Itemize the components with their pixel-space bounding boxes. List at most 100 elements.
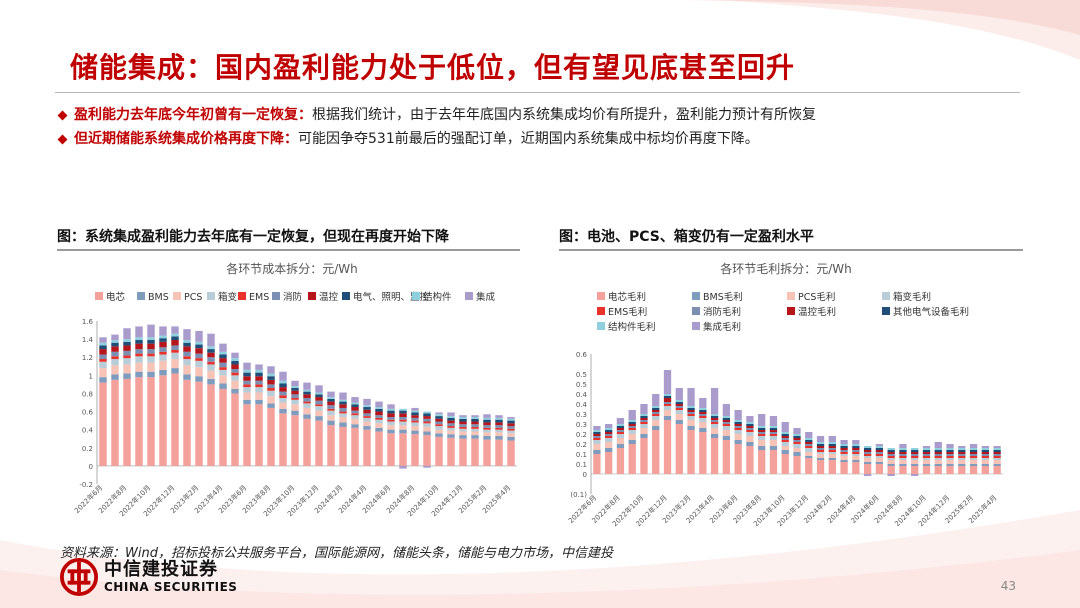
- bar-segment: [875, 454, 884, 456]
- bar-segment: [793, 434, 801, 436]
- bar-segment: [459, 415, 467, 417]
- bar-segment: [628, 422, 636, 424]
- y-tick-label: 0.1: [576, 461, 587, 469]
- bar-segment: [769, 450, 778, 474]
- bar-segment: [699, 408, 707, 410]
- bar-segment: [147, 349, 155, 354]
- bar-segment: [219, 367, 227, 370]
- legend-swatch: [597, 307, 605, 315]
- bar-segment: [99, 368, 107, 378]
- bar-segment: [958, 464, 966, 466]
- bar-segment: [605, 452, 613, 474]
- bar-segment: [231, 360, 239, 365]
- bar-segment: [219, 351, 227, 355]
- bar-segment: [593, 432, 601, 434]
- legend-swatch: [238, 292, 246, 300]
- bar-segment: [495, 432, 503, 437]
- bar-segment: [135, 340, 143, 344]
- bar-segment: [911, 466, 919, 474]
- bar-segment: [219, 343, 227, 352]
- bar-segment: [922, 454, 931, 456]
- bar-segment: [279, 397, 287, 403]
- bar-segment: [279, 371, 287, 381]
- bar-segment: [135, 343, 143, 350]
- bar-segment: [746, 422, 754, 424]
- bar-segment: [699, 414, 707, 416]
- bar-segment: [769, 436, 778, 440]
- bar-segment: [327, 397, 335, 399]
- bar-segment: [887, 450, 895, 452]
- bar-segment: [267, 390, 275, 397]
- bar-segment: [99, 349, 107, 355]
- bar-segment: [675, 406, 683, 408]
- bar-segment: [243, 399, 251, 405]
- bar-segment: [411, 417, 419, 421]
- bar-segment: [315, 410, 323, 417]
- y-tick-label: 0.6: [576, 351, 588, 359]
- bar-segment: [663, 420, 672, 474]
- bar-segment: [123, 341, 131, 346]
- bar-segment: [699, 418, 707, 422]
- y-tick-label: 0.6: [82, 409, 94, 417]
- bar-segment: [363, 421, 371, 427]
- source-note: 资料来源：Wind，招标投标公共服务平台，国际能源网，储能头条，储能与电力市场，…: [60, 546, 613, 561]
- bar-segment: [123, 364, 131, 374]
- bar-segment: [459, 418, 467, 422]
- bar-segment: [852, 444, 860, 446]
- bar-segment: [758, 440, 766, 446]
- bar-segment: [652, 406, 660, 408]
- bar-segment: [758, 430, 766, 432]
- legend-swatch: [882, 307, 890, 315]
- bar-segment: [183, 379, 191, 466]
- bar-segment: [934, 448, 942, 450]
- bar-segment: [327, 420, 335, 426]
- bar-segment: [699, 422, 707, 428]
- bar-segment: [758, 432, 766, 434]
- bar-segment: [231, 375, 239, 381]
- bar-segment: [863, 474, 872, 476]
- bar-segment: [135, 337, 143, 341]
- bar-segment: [969, 448, 978, 450]
- bar-segment: [267, 396, 275, 404]
- bar-segment: [616, 418, 625, 424]
- bar-segment: [423, 435, 431, 466]
- bar-segment: [159, 369, 167, 376]
- y-tick-label: 0.5: [576, 381, 587, 389]
- bar-segment: [387, 408, 395, 411]
- bar-segment: [171, 340, 179, 346]
- bar-segment: [339, 401, 347, 405]
- bar-segment: [435, 414, 443, 417]
- bar-segment: [993, 446, 1001, 448]
- bar-segment: [147, 324, 155, 338]
- bar-segment: [207, 349, 215, 353]
- bar-segment: [593, 450, 601, 454]
- bar-segment: [375, 423, 383, 428]
- bar-segment: [652, 394, 660, 406]
- bar-segment: [351, 418, 359, 425]
- bar-segment: [663, 416, 672, 420]
- bar-segment: [507, 430, 515, 434]
- bar-segment: [447, 437, 455, 466]
- bar-segment: [852, 462, 860, 474]
- bar-segment: [605, 430, 613, 432]
- bar-segment: [327, 398, 335, 402]
- bar-segment: [351, 404, 359, 408]
- bar-segment: [852, 452, 860, 454]
- bar-segment: [207, 357, 215, 362]
- legend-label: 箱变毛利: [893, 291, 931, 303]
- bar-segment: [710, 418, 719, 420]
- diamond-bullet-icon: [57, 134, 68, 144]
- bar-segment: [887, 448, 895, 450]
- bar-segment: [875, 458, 884, 462]
- bar-segment: [958, 450, 966, 452]
- bar-segment: [447, 423, 455, 427]
- bar-segment: [495, 417, 503, 420]
- bar-segment: [652, 430, 660, 474]
- bar-segment: [303, 391, 311, 395]
- legend-swatch: [882, 292, 890, 300]
- bar-segment: [387, 425, 395, 430]
- legend-swatch: [173, 292, 181, 300]
- bar-segment: [958, 458, 966, 460]
- bar-segment: [769, 440, 778, 446]
- bar-segment: [922, 466, 931, 474]
